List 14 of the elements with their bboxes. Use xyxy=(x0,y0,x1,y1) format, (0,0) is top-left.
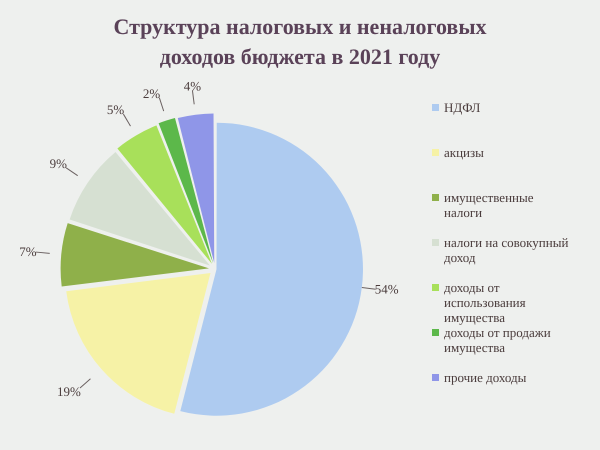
data-label: 19% xyxy=(56,384,81,400)
legend-label: доходы от продажи имущества xyxy=(444,325,552,355)
data-label: 7% xyxy=(19,244,37,260)
data-label: 5% xyxy=(106,102,124,118)
chart-title: Структура налоговых и неналоговых доходов бюджета в 2021 году xyxy=(112,13,488,71)
data-label: 9% xyxy=(50,156,68,171)
legend-label: НДФЛ xyxy=(444,100,480,115)
data-label: 4% xyxy=(184,78,202,94)
legend-label: налоги на совокупный доход xyxy=(444,235,570,265)
legend-label: прочие доходы xyxy=(444,370,526,385)
data-label: 2% xyxy=(142,86,160,101)
data-label: 54% xyxy=(374,281,399,296)
legend-label: имущественные налоги xyxy=(444,190,534,220)
legend-label: акцизы xyxy=(444,145,484,160)
